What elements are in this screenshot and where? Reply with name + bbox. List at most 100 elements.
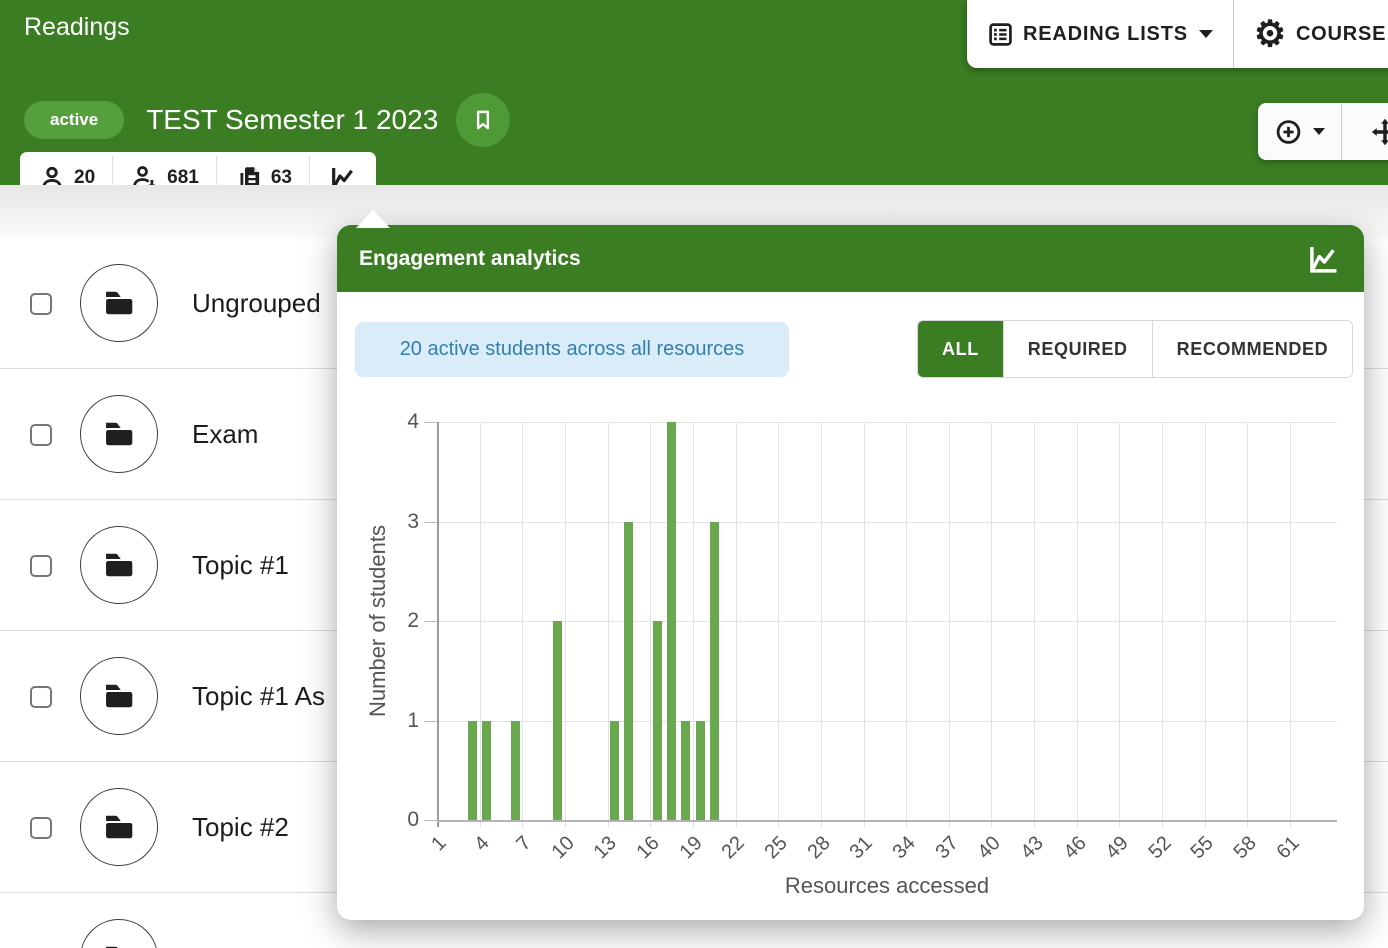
x-axis-title: Resources accessed [784, 873, 990, 898]
x-gridline [735, 422, 737, 827]
list-header: active TEST Semester 1 2023 [24, 93, 511, 147]
line-chart-icon [1310, 246, 1337, 273]
x-gridline [1162, 422, 1164, 827]
folder-button[interactable] [80, 395, 158, 473]
folder-icon [106, 553, 133, 577]
y-gridline [437, 521, 1337, 523]
folder-button[interactable] [80, 788, 158, 866]
x-gridline [1076, 422, 1078, 827]
folder-icon [106, 815, 133, 839]
bar [468, 720, 478, 820]
folder-button[interactable] [80, 919, 158, 948]
y-axis-line [437, 422, 439, 827]
folder-icon [106, 291, 133, 315]
divider [308, 156, 310, 200]
x-gridline [692, 422, 694, 827]
bar [695, 720, 705, 820]
x-gridline [820, 422, 822, 827]
x-gridline [1034, 422, 1036, 827]
y-gridline [437, 720, 1337, 722]
gear-icon: ⚙ [1253, 13, 1287, 54]
x-gridline [1247, 422, 1249, 827]
x-gridline [650, 422, 652, 827]
bar [667, 422, 677, 820]
add-button[interactable] [1258, 103, 1341, 160]
bar [624, 521, 634, 820]
stat-value: 681 [167, 167, 199, 188]
y-gridline [437, 422, 1337, 423]
x-gridline [1204, 422, 1206, 827]
stat-student-accesses[interactable]: 681 [113, 152, 216, 204]
move-icon [1371, 118, 1388, 145]
y-tick-label: 4 [407, 410, 419, 433]
engagement-chart: 0 1 2 3 4 1 4 7 10 13 16 19 22 25 28 31 34 37 40 43 46 49 52 55… [337, 225, 1364, 920]
tab-all[interactable]: ALL [918, 321, 1003, 377]
x-gridline [863, 422, 865, 827]
x-gridline [479, 422, 481, 827]
group-title[interactable]: Exam [192, 419, 259, 449]
row-checkbox[interactable] [30, 817, 52, 839]
group-title[interactable]: Topic #1 [192, 550, 289, 580]
divider [112, 156, 114, 200]
stat-value: 20 [74, 167, 96, 188]
group-title[interactable]: Topic #1 As [192, 681, 325, 711]
y-tick [424, 621, 437, 622]
bar [652, 621, 662, 820]
active-students-summary: 20 active students across all resources [355, 322, 789, 377]
row-checkbox[interactable] [30, 686, 52, 708]
move-button[interactable] [1342, 103, 1388, 160]
bookmark-button[interactable] [456, 93, 511, 147]
group-title[interactable]: Topic #2 [192, 812, 289, 842]
x-gridline [991, 422, 993, 827]
app-header: Readings READING LISTS ⚙ COURSE acti [0, 0, 1388, 207]
folder-button[interactable] [80, 526, 158, 604]
y-tick-label: 2 [407, 609, 419, 632]
x-gridline [778, 422, 780, 827]
bookmark-icon [477, 110, 490, 130]
row-checkbox[interactable] [30, 293, 52, 315]
x-gridline [607, 422, 609, 827]
divider [1341, 103, 1342, 160]
x-axis-line [437, 820, 1337, 822]
divider [215, 156, 217, 200]
course-button[interactable]: ⚙ COURSE [1234, 0, 1388, 68]
folder-button[interactable] [80, 657, 158, 735]
folder-icon [106, 684, 133, 708]
popup-arrow [356, 210, 390, 228]
bar [709, 521, 719, 820]
y-gridline [437, 621, 1337, 622]
reading-lists-label: READING LISTS [1023, 22, 1188, 45]
tab-recommended[interactable]: RECOMMENDED [1151, 321, 1353, 377]
list-title: TEST Semester 1 2023 [146, 104, 439, 135]
list-icon [989, 22, 1012, 46]
popup-header: Engagement analytics [337, 225, 1364, 292]
y-tick [424, 521, 437, 523]
folder-icon [106, 946, 118, 948]
engagement-analytics-popup: Engagement analytics 20 active students … [337, 225, 1364, 920]
group-title[interactable]: Topic #3 Multiple Choice [192, 893, 474, 948]
x-gridline [906, 422, 908, 827]
y-tick [424, 422, 437, 423]
divider [1232, 0, 1234, 68]
y-tick-label: 1 [407, 708, 419, 732]
bar [553, 621, 563, 820]
course-label: COURSE [1295, 22, 1387, 45]
x-gridline [522, 422, 524, 827]
bar [510, 720, 520, 820]
tab-required[interactable]: REQUIRED [1002, 321, 1152, 377]
add-actions-group [1258, 103, 1388, 160]
chevron-down-icon [1313, 128, 1325, 135]
row-checkbox[interactable] [30, 555, 52, 577]
x-gridline [1290, 422, 1292, 827]
y-tick-label: 3 [407, 509, 419, 533]
folder-button[interactable] [80, 264, 158, 342]
y-tick [424, 720, 437, 722]
bar [482, 720, 492, 820]
status-badge: active [24, 101, 125, 139]
resource-filter-tabs: ALL REQUIRED RECOMMENDED [917, 320, 1354, 378]
reading-lists-button[interactable]: READING LISTS [967, 0, 1233, 68]
popup-title: Engagement analytics [359, 246, 581, 270]
row-checkbox[interactable] [30, 424, 52, 446]
group-title[interactable]: Ungrouped [192, 288, 321, 318]
